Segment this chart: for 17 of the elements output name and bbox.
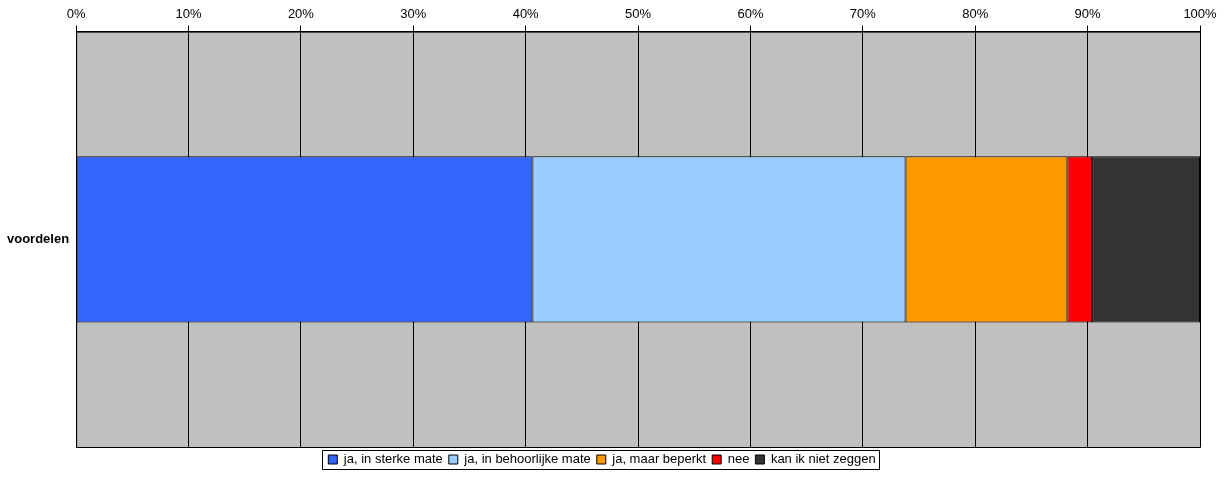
x-tick-label: 20% [287,6,315,22]
legend-label: kan ik niet zeggen [770,451,876,467]
x-tick-label: 0% [66,6,86,22]
x-tick-label: 30% [400,6,427,22]
x-tick-label: 90% [1074,6,1102,22]
x-tick-label: 70% [849,6,877,22]
x-tick-label: 100% [1183,6,1218,22]
legend-label: nee [727,451,750,467]
x-tick-label: 60% [737,6,764,22]
y-tick-label: voordelen [7,230,70,246]
legend-label: ja, in sterke mate [342,451,443,467]
x-tick-label: 10% [175,6,202,22]
legend-label: ja, in behoorlijke mate [463,451,591,467]
x-tick-label: 80% [962,6,989,22]
x-tick-label: 40% [512,6,540,22]
x-tick-label: 50% [625,6,652,22]
legend-label: ja, maar beperkt [611,451,707,467]
